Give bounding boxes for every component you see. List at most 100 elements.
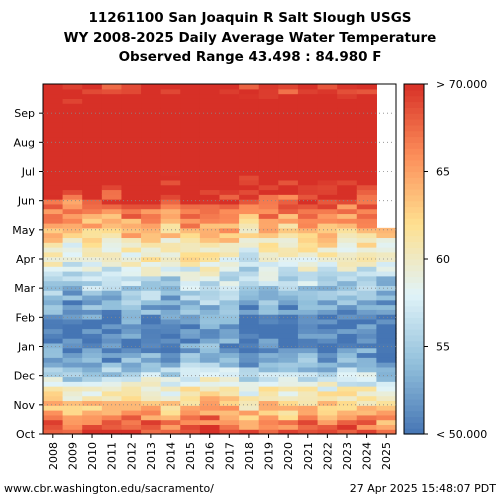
heatmap-cell — [199, 175, 221, 181]
heatmap-cell — [62, 429, 83, 435]
heatmap-cell — [258, 352, 279, 358]
timestamp: 27 Apr 2025 15:48:07 PDT — [349, 482, 496, 495]
heatmap-cell — [219, 390, 240, 397]
heatmap-cell — [278, 141, 299, 147]
heatmap-cell — [160, 213, 181, 219]
heatmap-cell — [278, 410, 299, 416]
heatmap-cell — [180, 290, 201, 296]
heatmap-cell — [317, 400, 338, 406]
heatmap-cell — [317, 366, 338, 373]
heatmap-cell — [101, 338, 123, 344]
colorbar-segment — [404, 276, 424, 283]
heatmap-cell — [82, 338, 103, 344]
heatmap-cell — [82, 98, 103, 104]
heatmap-cell — [356, 136, 377, 143]
heatmap-cell — [62, 410, 83, 416]
heatmap-cell — [297, 203, 319, 210]
heatmap-cell — [278, 309, 299, 315]
heatmap-cell — [258, 405, 279, 411]
heatmap-cell — [297, 98, 319, 104]
heatmap-cell — [278, 362, 299, 368]
heatmap-cell — [199, 88, 221, 95]
heatmap-cell — [258, 237, 279, 243]
heatmap-cell — [43, 275, 64, 282]
heatmap-cell — [160, 371, 181, 378]
colorbar-segment — [404, 159, 424, 167]
heatmap-cell — [239, 400, 260, 406]
heatmap-cell — [101, 323, 123, 330]
heatmap-cell — [43, 213, 64, 219]
heatmap-cell — [356, 223, 377, 229]
heatmap-cell — [317, 223, 338, 229]
heatmap-cell — [160, 136, 181, 143]
heatmap-cell — [297, 189, 319, 195]
heatmap-cell — [62, 194, 83, 200]
heatmap-cell — [121, 338, 142, 344]
heatmap-cell — [239, 309, 260, 315]
heatmap-cell — [62, 314, 83, 320]
heatmap-cell — [101, 347, 123, 354]
heatmap-cell — [356, 347, 377, 354]
heatmap-cell — [239, 122, 260, 128]
heatmap-cell — [356, 395, 377, 402]
heatmap-cell — [43, 414, 64, 421]
heatmap-cell — [62, 242, 83, 248]
heatmap-cell — [297, 386, 319, 392]
heatmap-cell — [278, 155, 299, 162]
heatmap-cell — [62, 184, 83, 191]
heatmap-cell — [258, 199, 279, 205]
heatmap-cell — [297, 304, 319, 310]
heatmap-cell — [239, 232, 260, 239]
heatmap-cell — [160, 112, 181, 119]
heatmap-cell — [219, 261, 240, 267]
heatmap-cell — [43, 165, 64, 171]
x-tick-label: 2023 — [341, 442, 354, 470]
heatmap-cell — [337, 328, 358, 334]
heatmap-cell — [239, 386, 260, 392]
heatmap-cell — [258, 347, 279, 354]
heatmap-cell — [278, 261, 299, 267]
heatmap-cell — [258, 342, 279, 349]
heatmap-cell — [258, 117, 279, 123]
heatmap-cell — [317, 112, 338, 119]
heatmap-cell — [278, 175, 299, 181]
heatmap-cell — [337, 117, 358, 123]
heatmap-cell — [101, 107, 123, 114]
heatmap-cell — [121, 347, 142, 354]
heatmap-cell — [219, 242, 240, 248]
heatmap-cell — [141, 414, 162, 421]
heatmap-cell — [297, 122, 319, 128]
heatmap-cell — [43, 122, 64, 128]
heatmap-cell — [101, 242, 123, 248]
heatmap-cell — [239, 160, 260, 167]
colorbar-segment — [404, 171, 424, 178]
heatmap-cell — [141, 247, 162, 253]
heatmap-cell — [356, 127, 377, 133]
heatmap-cell — [239, 266, 260, 272]
colorbar-segment — [404, 212, 424, 219]
heatmap-cell — [101, 227, 123, 234]
heatmap-cell — [258, 285, 279, 291]
heatmap-cell — [239, 395, 260, 402]
colorbar-segment — [404, 235, 424, 243]
heatmap-cell — [278, 199, 299, 205]
heatmap-cell — [43, 131, 64, 138]
heatmap-cell — [62, 357, 83, 363]
heatmap-cell — [337, 357, 358, 363]
heatmap-cell — [337, 414, 358, 421]
heatmap-cell — [337, 98, 358, 104]
heatmap-cell — [258, 400, 279, 406]
heatmap-cell — [141, 88, 162, 95]
heatmap-cell — [297, 342, 319, 349]
x-tick-label: 2016 — [204, 442, 217, 470]
x-tick-label: 2025 — [380, 442, 393, 470]
heatmap-cell — [239, 366, 260, 373]
heatmap-cell — [376, 280, 397, 286]
heatmap-cell — [43, 117, 64, 123]
heatmap-cell — [199, 405, 221, 411]
heatmap-cell — [62, 151, 83, 157]
heatmap-cell — [317, 338, 338, 344]
colorbar-segment — [404, 422, 424, 429]
heatmap-cell — [219, 141, 240, 147]
heatmap-cell — [356, 175, 377, 181]
